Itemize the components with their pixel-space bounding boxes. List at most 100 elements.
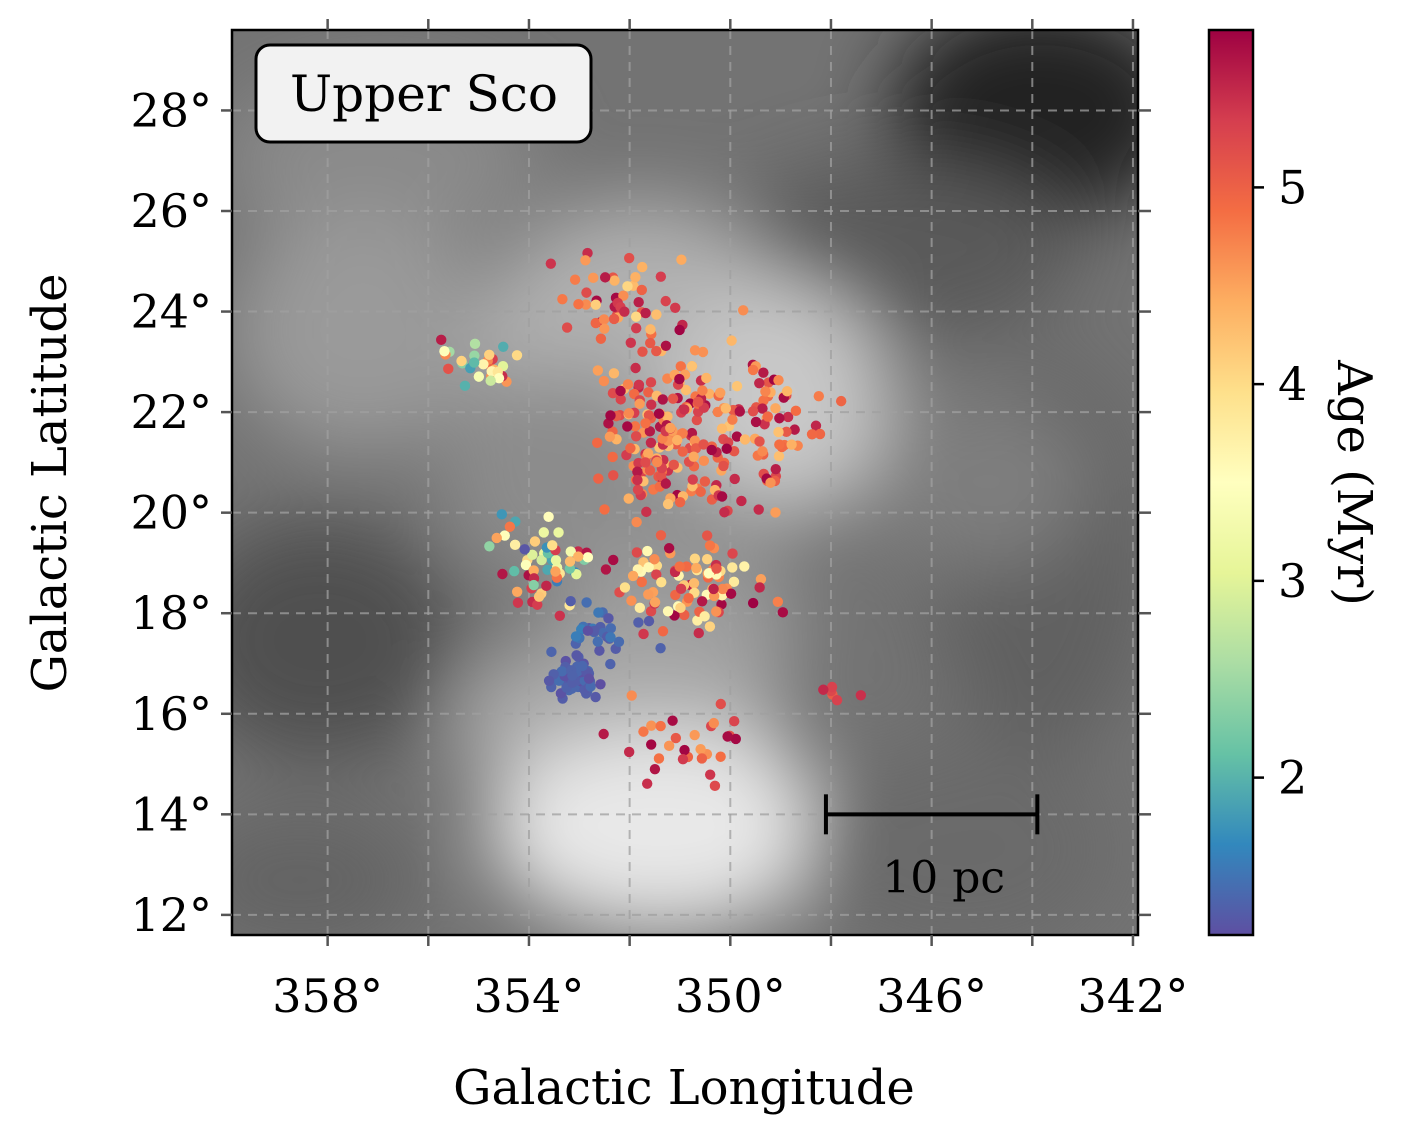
star-point [629,421,641,432]
star-point [657,394,668,405]
star-point [855,690,867,701]
star-point [641,506,652,518]
star-point [512,597,524,608]
star-point [695,743,706,755]
star-point [711,563,722,574]
star-point [760,386,771,397]
star-point [638,726,649,737]
star-point [509,539,521,551]
star-point [511,586,523,597]
star-point [668,459,679,471]
star-point [729,716,740,727]
star-point [818,684,829,695]
star-point [643,387,654,398]
star-point [567,677,578,688]
star-point [773,450,785,462]
y-tick-label: 24° [130,285,212,339]
star-point [640,457,651,468]
star-point [556,666,568,677]
star-point [646,720,657,731]
star-point [599,323,610,334]
star-point [634,602,646,614]
star-point [675,602,686,614]
star-point [598,314,610,325]
star-point [634,398,645,410]
star-point [527,549,538,561]
star-point [607,451,618,463]
star-point [637,346,648,357]
star-point [538,527,550,538]
star-point [498,341,509,352]
star-point [511,350,523,361]
star-point [727,548,738,559]
y-tick-label: 16° [130,687,212,741]
star-point [813,390,825,402]
star-point [726,335,737,346]
star-point [595,333,607,344]
star-point [600,564,612,575]
star-point [443,363,454,375]
star-point [736,495,747,507]
star-point [645,377,657,388]
colorbar-tick-label: 4 [1278,357,1307,411]
star-point [725,588,737,599]
star-point [770,507,781,518]
star-point [519,544,530,555]
x-tick-label: 342° [1078,969,1189,1023]
star-point [646,399,657,410]
star-point [651,569,662,580]
star-point [722,731,733,742]
star-point [657,626,669,637]
star-point [583,673,595,684]
star-point [708,717,720,729]
star-point [750,416,762,428]
star-point [695,486,706,497]
star-point [704,621,716,632]
star-point [564,556,576,567]
star-point [626,690,637,701]
y-tick-label: 28° [130,83,212,137]
star-point [692,396,704,408]
star-point [557,293,568,305]
star-point [528,579,539,591]
star-point [504,521,516,532]
star-point [545,258,557,269]
star-point [727,562,738,573]
star-point [643,615,655,627]
star-point [636,576,647,588]
star-point [655,720,666,732]
star-point [627,570,639,582]
star-point [674,324,685,336]
star-point [468,357,480,368]
star-point [565,546,576,557]
star-point [637,261,648,273]
star-point [615,394,626,405]
star-point [645,337,656,349]
star-point [582,552,594,563]
star-point [697,385,708,396]
star-point [686,361,698,372]
star-point [671,434,683,446]
star-point [789,424,800,435]
star-point [622,421,633,432]
star-point [693,627,704,639]
star-point [757,446,768,457]
star-point [532,599,543,610]
star-point [645,739,657,750]
star-point [651,345,662,357]
star-point [698,455,710,466]
star-point [699,611,710,622]
star-point [528,565,539,576]
star-point [698,439,709,450]
star-point [782,411,794,423]
star-point [731,431,743,442]
star-point [701,530,713,541]
star-point [567,670,578,681]
star-point [643,562,654,573]
star-point [774,413,785,424]
star-point [663,543,675,554]
star-point [496,509,508,520]
star-point [608,554,619,566]
star-point [565,596,576,607]
star-point [640,418,651,429]
